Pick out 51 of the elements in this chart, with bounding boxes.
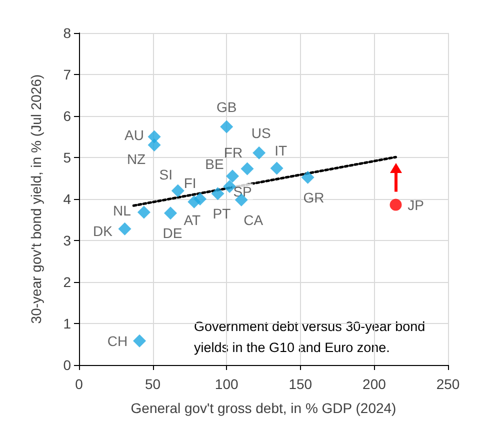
- annotation: IT: [274, 142, 288, 158]
- annotation: SI: [159, 166, 173, 183]
- point: [118, 222, 132, 236]
- annotation: JP: [408, 196, 424, 213]
- y-tick-label: 5: [63, 150, 72, 166]
- x-tick-label: 100: [214, 376, 238, 392]
- x-tick-label: 0: [75, 376, 84, 392]
- point: [171, 184, 184, 198]
- y-tick-label: 3: [63, 232, 72, 248]
- y-tick-label: 4: [63, 191, 72, 207]
- point: [211, 187, 224, 200]
- annotation: SP: [233, 184, 252, 200]
- annotation: CA: [244, 212, 264, 228]
- point: [301, 170, 314, 184]
- y-tick-label: 8: [63, 25, 72, 41]
- annotation: CH: [107, 332, 128, 349]
- annotation: NL: [112, 202, 132, 218]
- point: [137, 206, 150, 219]
- annotation: AT: [184, 212, 201, 228]
- y-tick-label: 1: [63, 316, 72, 332]
- x-tick-label: 250: [436, 376, 460, 392]
- point: [220, 120, 234, 134]
- annotation: GB: [216, 98, 237, 115]
- x-tick-label: 200: [362, 376, 386, 392]
- annotation: GR: [303, 189, 324, 206]
- point: [390, 198, 402, 211]
- y-tick-label: 2: [63, 274, 72, 290]
- point: [133, 334, 146, 348]
- annotation: DE: [162, 225, 182, 242]
- point: [188, 195, 201, 208]
- x-tick-label: 50: [145, 376, 161, 392]
- x-tick-label: 150: [288, 376, 312, 392]
- annotation: DK: [93, 222, 114, 239]
- annotation: AU: [124, 126, 144, 143]
- point: [226, 170, 240, 183]
- y-tick-label: 6: [63, 108, 72, 124]
- annotation: PT: [212, 206, 232, 222]
- point: [164, 206, 178, 220]
- annotation: FI: [184, 175, 196, 191]
- point: [270, 162, 284, 175]
- point: [252, 146, 266, 160]
- x-axis-title: General gov't gross debt, in % GDP (2024): [130, 400, 396, 416]
- y-axis-title: 30-year gov't bond yield, in % (Jul 2026): [28, 74, 44, 324]
- point: [148, 138, 161, 152]
- y-tick-label: 7: [63, 66, 72, 82]
- annotation: US: [251, 124, 271, 141]
- annotation: BE: [205, 156, 224, 172]
- point: [240, 162, 254, 176]
- y-tick-label: 0: [63, 357, 72, 373]
- annotation: FR: [224, 144, 243, 161]
- annotation: NZ: [126, 151, 146, 168]
